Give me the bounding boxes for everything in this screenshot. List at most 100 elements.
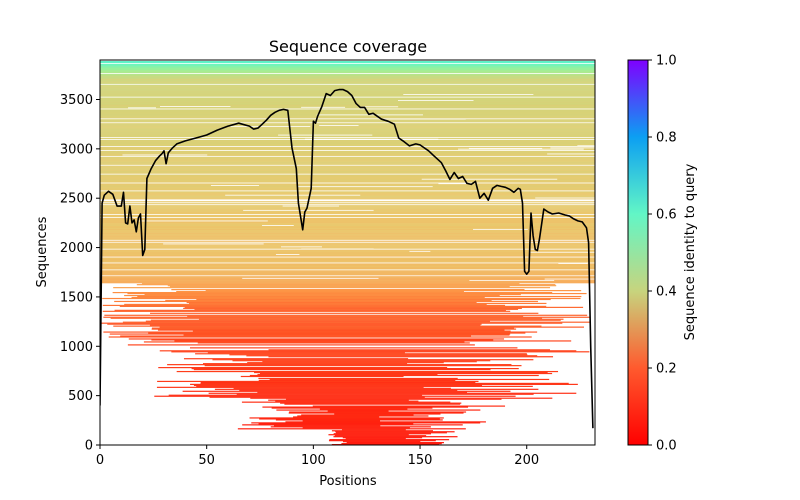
heatmap-gap xyxy=(210,185,260,186)
heatmap-row xyxy=(100,198,595,200)
heatmap-row xyxy=(100,280,595,282)
heatmap-row xyxy=(209,396,425,398)
heatmap-rows xyxy=(100,60,595,445)
heatmap-row xyxy=(100,243,595,245)
heatmap-row xyxy=(100,132,595,134)
heatmap-row xyxy=(100,217,595,220)
heatmap-row xyxy=(100,231,595,233)
heatmap-row xyxy=(280,402,462,404)
heatmap-row xyxy=(169,286,510,288)
heatmap-row xyxy=(128,338,505,340)
x-tick-label: 100 xyxy=(301,453,326,468)
heatmap-row xyxy=(110,317,543,319)
heatmap-row xyxy=(100,106,595,108)
heatmap-row xyxy=(100,120,595,122)
heatmap-row xyxy=(100,84,595,86)
heatmap-gap xyxy=(159,106,231,107)
heatmap-row xyxy=(197,342,470,344)
heatmap-row xyxy=(102,304,506,307)
heatmap-row xyxy=(262,406,469,408)
heatmap-row xyxy=(100,147,595,150)
heatmap-row xyxy=(100,208,595,210)
heatmap-row xyxy=(259,418,440,420)
heatmap-row xyxy=(144,293,521,296)
heatmap-gap xyxy=(319,125,359,126)
heatmap-row xyxy=(334,413,441,415)
heatmap-row xyxy=(100,273,595,275)
heatmap-row xyxy=(336,432,447,434)
heatmap-row xyxy=(100,236,595,238)
heatmap-gap xyxy=(138,220,268,222)
heatmap-row xyxy=(100,227,595,230)
heatmap-row xyxy=(194,308,519,310)
heatmap-row xyxy=(100,235,595,237)
heatmap-row xyxy=(100,117,595,119)
heatmap-row xyxy=(100,73,595,76)
heatmap-row xyxy=(100,150,595,153)
heatmap-row xyxy=(100,222,595,225)
heatmap-row xyxy=(100,140,595,143)
heatmap-row xyxy=(100,221,595,224)
heatmap-row xyxy=(100,79,595,81)
heatmap-row xyxy=(285,421,486,423)
heatmap-row xyxy=(113,325,542,327)
heatmap-gap xyxy=(278,134,373,136)
heatmap-gap xyxy=(558,263,588,264)
heatmap-row xyxy=(100,78,595,80)
heatmap-row xyxy=(258,379,456,382)
heatmap-row xyxy=(241,401,451,403)
heatmap-gap xyxy=(381,118,466,120)
heatmap-row xyxy=(100,278,595,280)
heatmap-row xyxy=(236,393,534,395)
heatmap-gap xyxy=(529,251,595,253)
heatmap-row xyxy=(127,344,475,346)
heatmap-row xyxy=(174,340,572,342)
heatmap-row xyxy=(191,368,519,370)
heatmap-row xyxy=(333,436,458,438)
heatmap-row xyxy=(100,233,595,235)
heatmap-row xyxy=(345,438,406,440)
heatmap-row xyxy=(207,352,405,354)
heatmap-gap xyxy=(468,147,543,149)
heatmap-row xyxy=(100,187,595,189)
heatmap-gap xyxy=(361,106,399,108)
heatmap-row xyxy=(208,392,577,394)
heatmap-row xyxy=(100,240,595,242)
heatmap-row xyxy=(100,244,595,246)
heatmap-row xyxy=(100,136,595,138)
heatmap-row xyxy=(100,276,595,278)
heatmap-row xyxy=(100,161,595,163)
heatmap-row xyxy=(122,321,590,323)
heatmap-row xyxy=(100,64,595,67)
y-tick-label: 0 xyxy=(85,439,93,454)
heatmap-row xyxy=(100,87,595,89)
x-tick-label: 50 xyxy=(198,453,215,468)
heatmap-row xyxy=(200,381,476,384)
heatmap-row xyxy=(100,207,595,209)
heatmap-row xyxy=(239,389,458,391)
heatmap-row xyxy=(271,407,433,409)
heatmap-row xyxy=(100,116,595,118)
y-tick-label: 2500 xyxy=(60,192,93,207)
heatmap-row xyxy=(100,274,595,276)
heatmap-row xyxy=(193,384,483,386)
heatmap-gap xyxy=(242,277,379,279)
heatmap-row xyxy=(100,201,595,203)
heatmap-row xyxy=(100,134,595,136)
heatmap-row xyxy=(100,144,595,147)
heatmap-row xyxy=(100,71,595,74)
heatmap-row xyxy=(127,292,587,295)
heatmap-gap xyxy=(297,186,433,188)
heatmap-row xyxy=(193,368,491,371)
heatmap-row xyxy=(154,395,516,397)
heatmap-row xyxy=(100,245,595,247)
heatmap-row xyxy=(151,328,517,330)
heatmap-row xyxy=(100,135,595,137)
heatmap-row xyxy=(334,435,427,437)
heatmap-row xyxy=(100,93,595,95)
heatmap-row xyxy=(148,332,526,334)
heatmap-gap xyxy=(316,114,423,116)
heatmap-row xyxy=(100,82,595,84)
heatmap-row xyxy=(104,314,588,316)
heatmap-gap xyxy=(543,202,595,204)
